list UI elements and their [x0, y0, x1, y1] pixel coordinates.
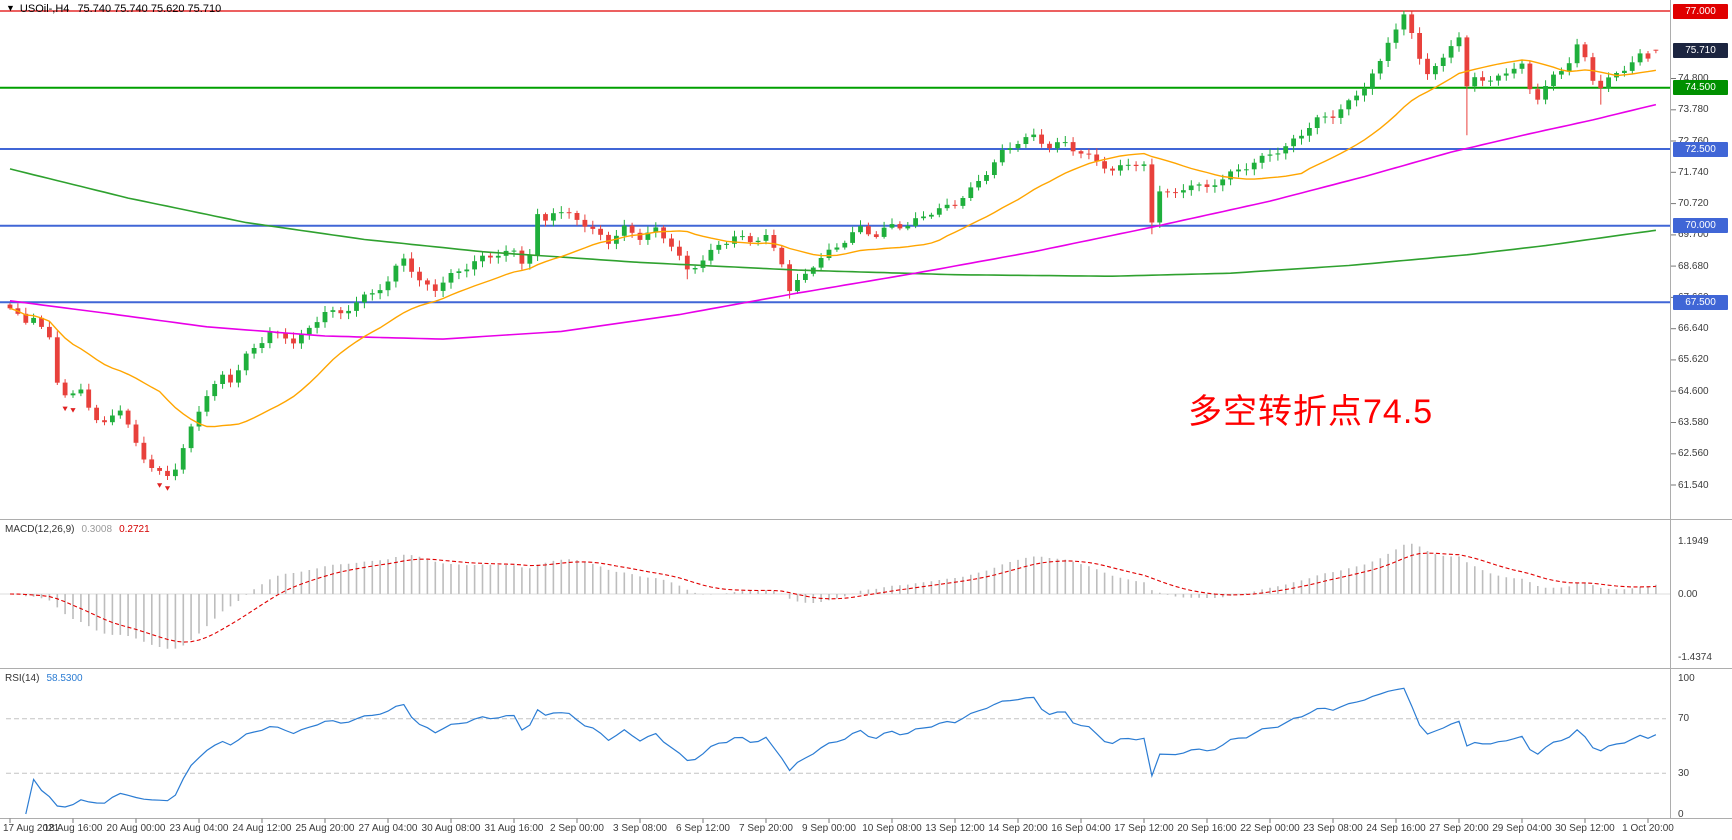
time-axis-label: 22 Sep 00:00	[1240, 823, 1300, 834]
price-tick-label: 63.580	[1678, 416, 1709, 428]
price-tick-label: 73.780	[1678, 104, 1709, 116]
rsi-panel	[6, 687, 1666, 815]
macd-histogram	[17, 543, 1657, 649]
candles-layer	[7, 10, 1659, 481]
time-axis-label: 6 Sep 12:00	[676, 823, 730, 834]
time-axis-label: 17 Aug 2021	[3, 823, 60, 834]
arrow-markers-layer	[62, 406, 171, 491]
rsi-scale-label: 100	[1678, 672, 1695, 684]
chart-annotation-text: 多空转折点74.5	[1188, 393, 1434, 431]
macd-scale-label: -1.4374	[1678, 651, 1712, 663]
time-axis-label: 29 Sep 04:00	[1492, 823, 1552, 834]
macd-label-row: MACD(12,26,9) 0.3008 0.2721	[5, 524, 150, 535]
time-axis-label: 13 Sep 12:00	[925, 823, 985, 834]
price-tick-label: 68.680	[1678, 260, 1709, 272]
rsi-scale-label: 0	[1678, 808, 1684, 820]
macd-scale-label: 1.1949	[1678, 535, 1709, 547]
time-axis-label: 17 Sep 12:00	[1114, 823, 1174, 834]
time-axis-label: 25 Aug 20:00	[295, 823, 355, 834]
price-tick-label: 74.800	[1678, 72, 1709, 84]
price-tick-label: 64.600	[1678, 385, 1709, 397]
ohlc-values: 75.740 75.740 75.620 75.710	[77, 3, 222, 15]
price-tick-label: 71.740	[1678, 166, 1709, 178]
rsi-value: 58.5300	[46, 673, 83, 684]
time-axis-label: 31 Aug 16:00	[484, 823, 544, 834]
time-axis-label: 27 Aug 04:00	[358, 823, 418, 834]
macd-main-value: 0.3008	[81, 524, 113, 535]
macd-signal-value: 0.2721	[119, 524, 150, 535]
time-axis-label: 30 Aug 08:00	[421, 823, 481, 834]
time-axis-label: 20 Aug 00:00	[106, 823, 166, 834]
horizontal-level-lines	[0, 10, 1670, 304]
time-axis-label: 10 Sep 08:00	[862, 823, 922, 834]
price-badge: 74.500	[1673, 80, 1728, 96]
time-axis-label: 27 Sep 20:00	[1429, 823, 1489, 834]
time-axis-label: 7 Sep 20:00	[739, 823, 793, 834]
price-badge: 67.500	[1673, 294, 1728, 310]
axis-tick-marks	[9, 78, 1676, 823]
price-tick-label: 65.620	[1678, 354, 1709, 366]
time-axis-label: 30 Sep 12:00	[1555, 823, 1615, 834]
price-badge: 75.710	[1673, 43, 1728, 59]
time-axis-label: 20 Sep 16:00	[1177, 823, 1237, 834]
time-axis-label: 2 Sep 00:00	[550, 823, 604, 834]
time-axis-label: 16 Sep 04:00	[1051, 823, 1111, 834]
time-axis-label: 1 Oct 20:00	[1622, 823, 1674, 834]
time-axis-label: 23 Aug 04:00	[169, 823, 229, 834]
time-axis-label: 24 Sep 16:00	[1366, 823, 1426, 834]
time-axis-label: 9 Sep 00:00	[802, 823, 856, 834]
price-badge: 70.000	[1673, 218, 1728, 234]
price-badge: 77.000	[1673, 3, 1728, 19]
rsi-label-row: RSI(14) 58.5300	[5, 673, 83, 684]
chart-info-bar: ▼ USOil-,H4 75.740 75.740 75.620 75.710	[6, 3, 221, 15]
price-tick-label: 62.560	[1678, 448, 1709, 460]
price-tick-label: 70.720	[1678, 198, 1709, 210]
symbol-dropdown-icon[interactable]: ▼	[6, 3, 15, 13]
price-axis[interactable]: 74.800 73.780 72.760 71.740 70.720 69.700 68.6…	[1671, 0, 1732, 820]
symbol-timeframe-label: USOil-,H4	[19, 3, 70, 15]
time-axis-label: 14 Sep 20:00	[988, 823, 1048, 834]
time-axis-label: 18 Aug 16:00	[43, 823, 103, 834]
time-axis[interactable]: 17 Aug 2021 18 Aug 16:00 20 Aug 00:00 23 Au…	[0, 819, 1732, 840]
price-tick-label: 69.700	[1678, 229, 1709, 241]
rsi-scale-label: 70	[1678, 713, 1690, 725]
time-axis-label: 3 Sep 08:00	[613, 823, 667, 834]
price-badge: 72.500	[1673, 141, 1728, 157]
moving-averages-layer	[9, 59, 1657, 428]
time-axis-label: 23 Sep 08:00	[1303, 823, 1363, 834]
macd-panel	[0, 543, 1670, 649]
price-tick-label: 61.540	[1678, 479, 1709, 491]
rsi-line	[25, 687, 1657, 815]
rsi-scale-label: 30	[1678, 767, 1690, 779]
panel-separators	[0, 0, 1732, 819]
macd-indicator-label: MACD(12,26,9)	[5, 524, 75, 535]
macd-scale-label: 0.00	[1678, 588, 1698, 600]
rsi-indicator-label: RSI(14)	[5, 673, 40, 684]
price-tick-label: 66.640	[1678, 323, 1709, 335]
macd-signal-line	[9, 552, 1656, 643]
time-axis-label: 24 Aug 12:00	[232, 823, 292, 834]
price-tick-label: 72.760	[1678, 135, 1709, 148]
